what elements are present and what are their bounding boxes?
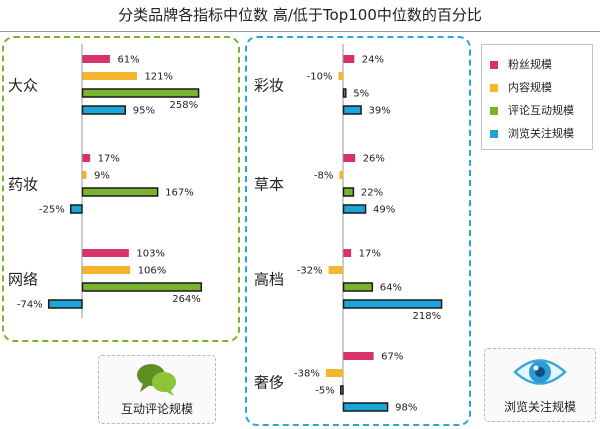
data-label: -25% — [39, 205, 65, 216]
comment-badge-label: 互动评论规模 — [120, 402, 193, 416]
legend: 粉丝规模 内容规模 评论互动规模 浏览关注规模 — [481, 44, 593, 150]
bar — [81, 187, 159, 197]
category-label: 大众 — [8, 77, 38, 95]
bar — [343, 352, 374, 360]
legend-swatch — [490, 130, 498, 138]
legend-swatch — [490, 84, 498, 92]
bar — [70, 204, 83, 214]
bar — [343, 154, 356, 162]
bar — [82, 72, 137, 80]
bar — [340, 385, 344, 395]
legend-label: 内容规模 — [508, 81, 552, 94]
data-label: 17% — [98, 154, 120, 165]
comment-badge: 互动评论规模 — [98, 355, 216, 424]
data-label: -74% — [17, 300, 43, 311]
bar — [328, 266, 343, 274]
eye-icon — [513, 359, 567, 385]
bar — [343, 249, 352, 257]
view-badge: 浏览关注规模 — [484, 348, 596, 422]
data-label: 5% — [353, 89, 369, 100]
data-label: 22% — [361, 188, 383, 199]
bar — [342, 187, 355, 197]
category-label: 奢侈 — [254, 374, 284, 392]
bar — [338, 72, 343, 80]
bar — [339, 171, 343, 179]
data-label: -5% — [315, 386, 334, 397]
data-label: 24% — [362, 55, 384, 66]
data-label: -32% — [297, 266, 323, 277]
data-label: 67% — [381, 352, 403, 363]
bar — [82, 249, 129, 257]
bar — [81, 88, 200, 98]
category-label: 网络 — [8, 271, 38, 289]
bar — [81, 105, 126, 115]
category-label: 彩妆 — [254, 77, 284, 95]
right-panel-frame — [245, 36, 471, 426]
category-label: 高档 — [254, 271, 284, 289]
bar — [342, 204, 367, 214]
data-label: 103% — [136, 249, 165, 260]
data-label: -8% — [314, 171, 333, 182]
bar — [342, 402, 389, 412]
category-label: 药妆 — [8, 176, 38, 194]
data-label: -10% — [307, 72, 333, 83]
speech-bubbles-icon — [137, 364, 176, 396]
bar — [81, 282, 203, 292]
bar — [82, 171, 87, 179]
bar — [82, 266, 131, 274]
data-label: 39% — [369, 106, 391, 117]
bar — [47, 299, 83, 309]
data-label: 98% — [395, 403, 417, 414]
data-label: 17% — [359, 249, 381, 260]
data-label: 264% — [172, 294, 201, 305]
bar — [325, 369, 343, 377]
data-label: 106% — [138, 266, 167, 277]
bar — [342, 88, 347, 98]
data-label: -38% — [294, 369, 320, 380]
bar — [342, 299, 443, 309]
chart-title: 分类品牌各指标中位数 高/低于Top100中位数的百分比 — [118, 6, 482, 24]
data-label: 218% — [413, 311, 442, 322]
data-label: 9% — [94, 171, 110, 182]
category-label: 草本 — [254, 176, 284, 194]
legend-swatch — [490, 107, 498, 115]
bar — [342, 282, 374, 292]
view-badge-label: 浏览关注规模 — [503, 400, 576, 414]
data-label: 258% — [170, 100, 199, 111]
title-divider — [0, 31, 600, 32]
bar — [342, 105, 362, 115]
data-label: 64% — [380, 283, 402, 294]
bar — [82, 55, 110, 63]
bar — [343, 55, 355, 63]
data-label: 26% — [363, 154, 385, 165]
data-label: 49% — [373, 205, 395, 216]
legend-label: 粉丝规模 — [508, 58, 552, 71]
data-label: 121% — [144, 72, 173, 83]
left-panel-frame — [2, 36, 240, 342]
bar — [82, 154, 91, 162]
legend-label: 评论互动规模 — [508, 104, 574, 117]
data-label: 167% — [165, 188, 194, 199]
data-label: 61% — [117, 55, 139, 66]
legend-label: 浏览关注规模 — [508, 127, 574, 140]
data-label: 95% — [133, 106, 155, 117]
legend-swatch — [490, 61, 498, 69]
